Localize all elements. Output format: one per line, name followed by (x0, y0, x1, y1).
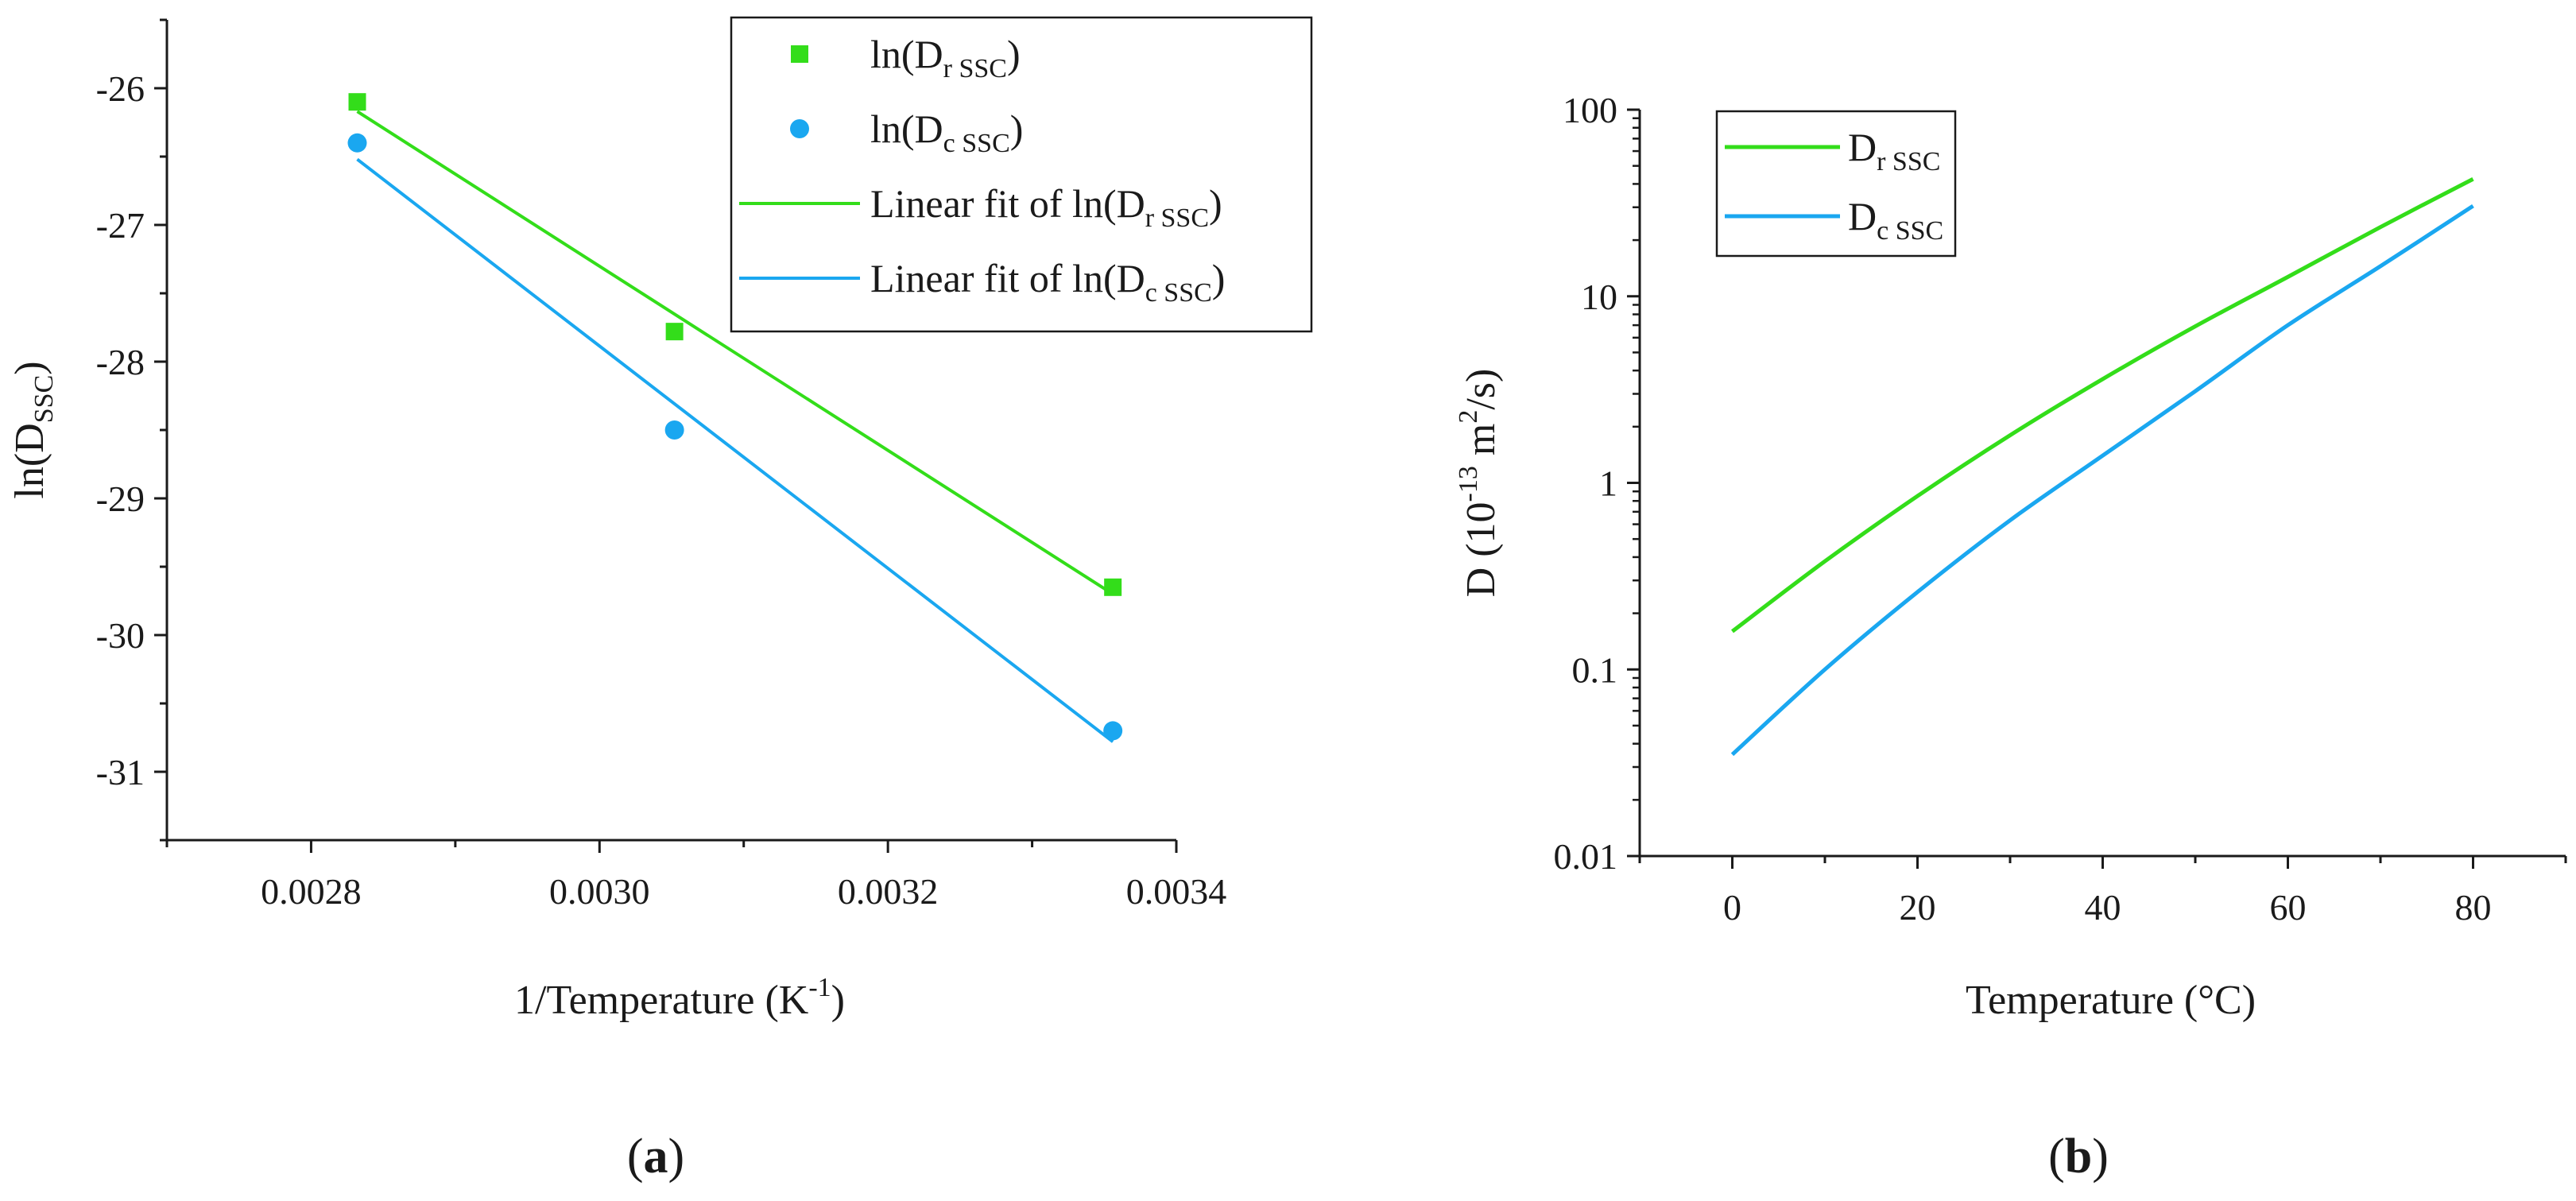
legend-label: ln(Dc SSC) (870, 107, 1023, 158)
legend-label: Dr SSC (1848, 125, 1940, 176)
y-tick-label: 0.1 (1572, 649, 1618, 690)
x-tick-label: 20 (1900, 887, 1936, 928)
data-point (347, 133, 367, 153)
x-tick-label: 40 (2085, 887, 2121, 928)
data-point (1103, 721, 1123, 741)
y-tick-label: -31 (96, 752, 145, 792)
x-tick-label: 60 (2270, 887, 2307, 928)
fit-line (356, 157, 1114, 743)
panel-b-chart: 0 20 40 60 80 0.01 0.1 1 10 100 Dr SSC Dc SSC Temper… (1454, 90, 2567, 1184)
legend-box (1715, 110, 1957, 258)
y-tick-label: -30 (96, 615, 145, 656)
legend-label: Dc SSC (1848, 194, 1943, 246)
legend-marker-swatch (790, 119, 809, 138)
y-tick-label: -29 (96, 478, 145, 519)
x-tick-label: 0.0030 (549, 871, 650, 912)
data-point (664, 420, 684, 440)
legend-label: ln(Dr SSC) (870, 32, 1021, 83)
series-curve (1730, 203, 2474, 757)
fit-line (356, 110, 1114, 596)
y-axis-label: D (10-13 m2/s) (1454, 369, 1504, 598)
panel-label-b: (b) (2048, 1129, 2109, 1184)
y-tick-label: 1 (1599, 463, 1617, 504)
legend-marker-swatch (791, 45, 808, 63)
legend-label: Linear fit of ln(Dc SSC) (870, 256, 1225, 308)
data-point (665, 323, 684, 341)
x-tick-label: 0 (1723, 887, 1741, 928)
panel-a-chart: 0.0028 0.0030 0.0032 0.0034 -26 -27 -28 -29 -30 -… (7, 16, 1313, 1184)
y-tick-label: -26 (96, 68, 145, 109)
y-tick-label: 10 (1581, 277, 1617, 317)
x-tick-label: 80 (2455, 887, 2492, 928)
y-tick-label: -27 (96, 205, 145, 246)
x-tick-label: 0.0032 (838, 871, 939, 912)
x-tick-label: 0.0034 (1126, 871, 1227, 912)
legend-label: Linear fit of ln(Dr SSC) (870, 181, 1222, 233)
data-point (1104, 578, 1122, 596)
data-point (348, 93, 366, 111)
x-axis-label: Temperature (°C) (1966, 978, 2256, 1023)
y-axis-label: ln(DSSC) (7, 361, 59, 498)
y-tick-label: 0.01 (1554, 836, 1618, 877)
y-tick-label: 100 (1563, 90, 1617, 130)
panel-label-a: (a) (627, 1129, 684, 1184)
series-curve (1730, 177, 2474, 633)
x-axis-label: 1/Temperature (K-1) (514, 973, 845, 1023)
y-tick-label: -28 (96, 342, 145, 382)
x-tick-label: 0.0028 (261, 871, 362, 912)
